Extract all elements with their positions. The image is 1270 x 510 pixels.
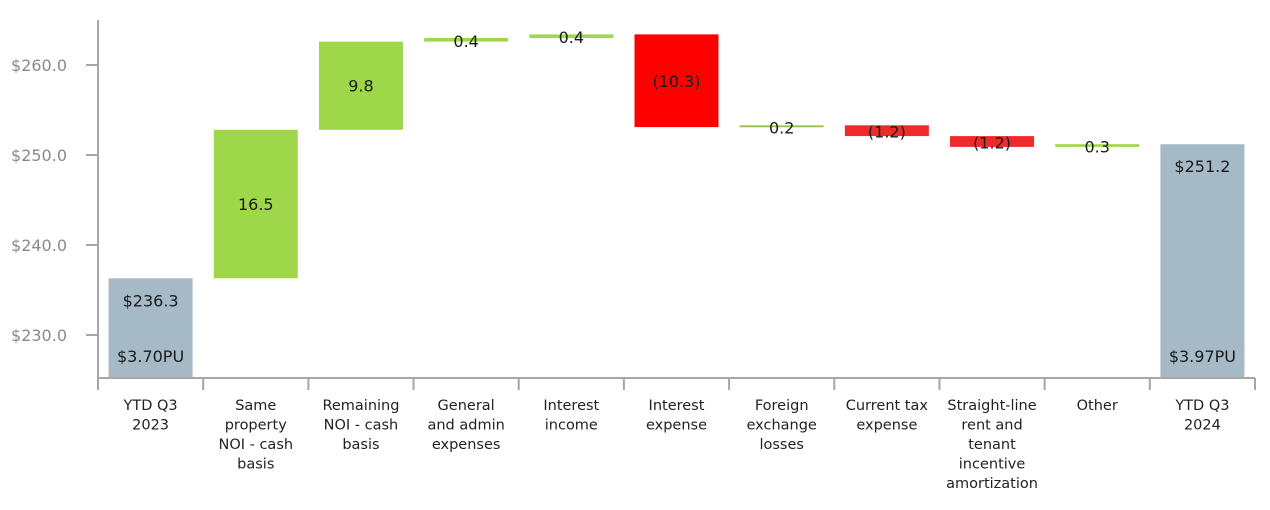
bar-value-label: 9.8	[348, 77, 373, 96]
bar-3: 9.8	[318, 41, 403, 130]
bar-value-label: $236.3	[123, 291, 179, 310]
x-category-label: Remaining NOI - cash basis	[322, 398, 399, 453]
bar-value-label: 0.3	[1085, 138, 1110, 157]
bar-1: $236.3 $3.70PU	[108, 278, 193, 378]
bar-value-label: 16.5	[238, 195, 274, 214]
x-category-label: Same property NOI - cash basis	[218, 398, 293, 473]
bar-rect	[529, 34, 614, 38]
x-category-label: Interest income	[543, 398, 599, 434]
x-category-label: General and admin expenses	[427, 398, 504, 453]
x-category-label: Current tax expense	[846, 398, 929, 434]
bar-value-label: (10.3)	[652, 72, 700, 91]
bar-rect	[108, 278, 193, 378]
bar-rect	[1055, 144, 1140, 147]
bar-5: 0.4	[529, 28, 614, 47]
bar-rect	[213, 129, 298, 279]
bar-11: $251.2 $3.97PU	[1160, 144, 1245, 378]
y-tick-label: $240.0	[11, 236, 67, 255]
y-tick-label: $230.0	[11, 326, 67, 345]
bar-2: 16.5	[213, 129, 298, 279]
y-tick-label: $260.0	[11, 56, 67, 75]
y-tick-label: $250.0	[11, 146, 67, 165]
bars: $236.3 $3.70PU 16.5 9.8 0.4 0.4 (10.3) 0.2 (1.2)…	[108, 28, 1245, 378]
y-axis: $230.0 $240.0 $250.0 $260.0	[11, 20, 99, 378]
bar-9: (1.2)	[950, 134, 1035, 153]
bar-8: (1.2)	[844, 123, 929, 142]
bar-value-label: 0.4	[559, 28, 584, 47]
bar-rect	[844, 125, 929, 137]
bar-value-label: 0.2	[769, 118, 794, 137]
x-category-label: Other	[1077, 398, 1118, 414]
bar-rect	[739, 125, 824, 128]
bar-rect	[424, 38, 509, 42]
per-unit-label: $3.97PU	[1169, 347, 1236, 366]
x-category-label: Foreign exchange losses	[747, 398, 817, 453]
bar-rect	[634, 34, 719, 128]
bar-rect	[1160, 144, 1245, 378]
x-category-label: YTD Q3 2023	[123, 398, 178, 434]
bar-6: (10.3)	[634, 34, 719, 128]
bar-value-label: $251.2	[1174, 157, 1230, 176]
per-unit-label: $3.70PU	[117, 347, 184, 366]
bar-value-label: (1.2)	[868, 123, 906, 142]
x-category-label: Straight-line rent and tenant incentive amor…	[946, 398, 1038, 492]
x-category-label: Interest expense	[646, 398, 707, 434]
bar-rect	[318, 41, 403, 130]
bar-value-label: (1.2)	[973, 134, 1011, 153]
bar-4: 0.4	[424, 32, 509, 51]
bar-10: 0.3	[1055, 138, 1140, 157]
x-axis: YTD Q3 2023 Same property NOI - cash basis Rem…	[97, 377, 1256, 492]
bar-rect	[950, 136, 1035, 147]
bar-value-label: 0.4	[453, 32, 478, 51]
bar-7: 0.2	[739, 118, 824, 137]
x-category-label: YTD Q3 2024	[1174, 398, 1229, 434]
